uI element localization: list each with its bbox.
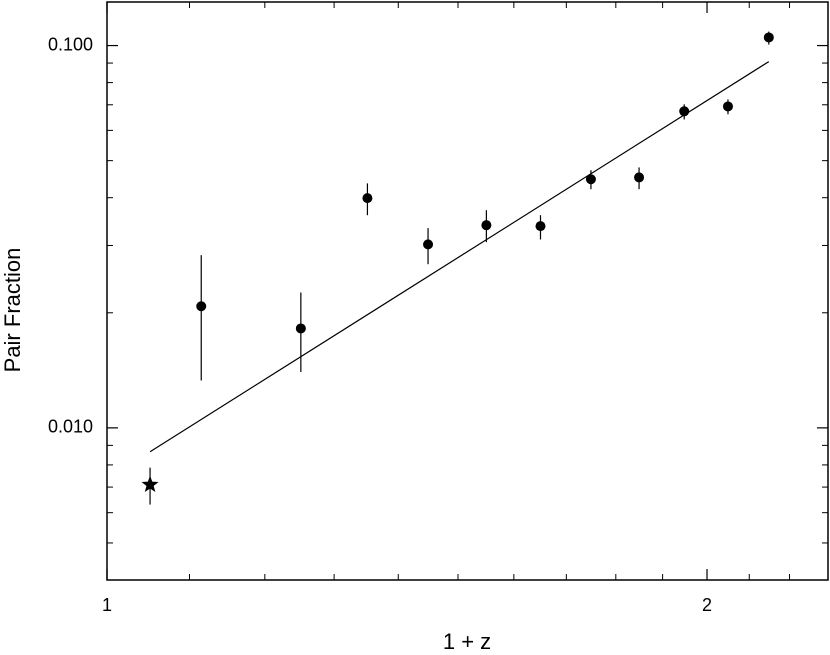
point-marker xyxy=(196,301,207,312)
point-marker xyxy=(585,174,596,185)
point-marker xyxy=(362,193,373,204)
x-tick-label: 2 xyxy=(702,595,712,615)
point-marker xyxy=(481,220,492,231)
plot-frame xyxy=(106,1,829,581)
y-axis-label: Pair Fraction xyxy=(0,248,25,373)
point-marker xyxy=(763,32,774,43)
x-axis-label: 1 + z xyxy=(443,629,491,654)
point-marker xyxy=(722,101,733,112)
point-marker xyxy=(423,239,434,250)
y-tick-label: 0.100 xyxy=(48,34,93,54)
x-tick-label: 1 xyxy=(102,595,112,615)
fit-line xyxy=(149,61,770,453)
y-tick-label: 0.010 xyxy=(48,417,93,437)
point-marker xyxy=(634,172,645,183)
point-marker xyxy=(295,323,306,334)
star-marker xyxy=(141,475,159,493)
point-marker xyxy=(535,221,546,232)
